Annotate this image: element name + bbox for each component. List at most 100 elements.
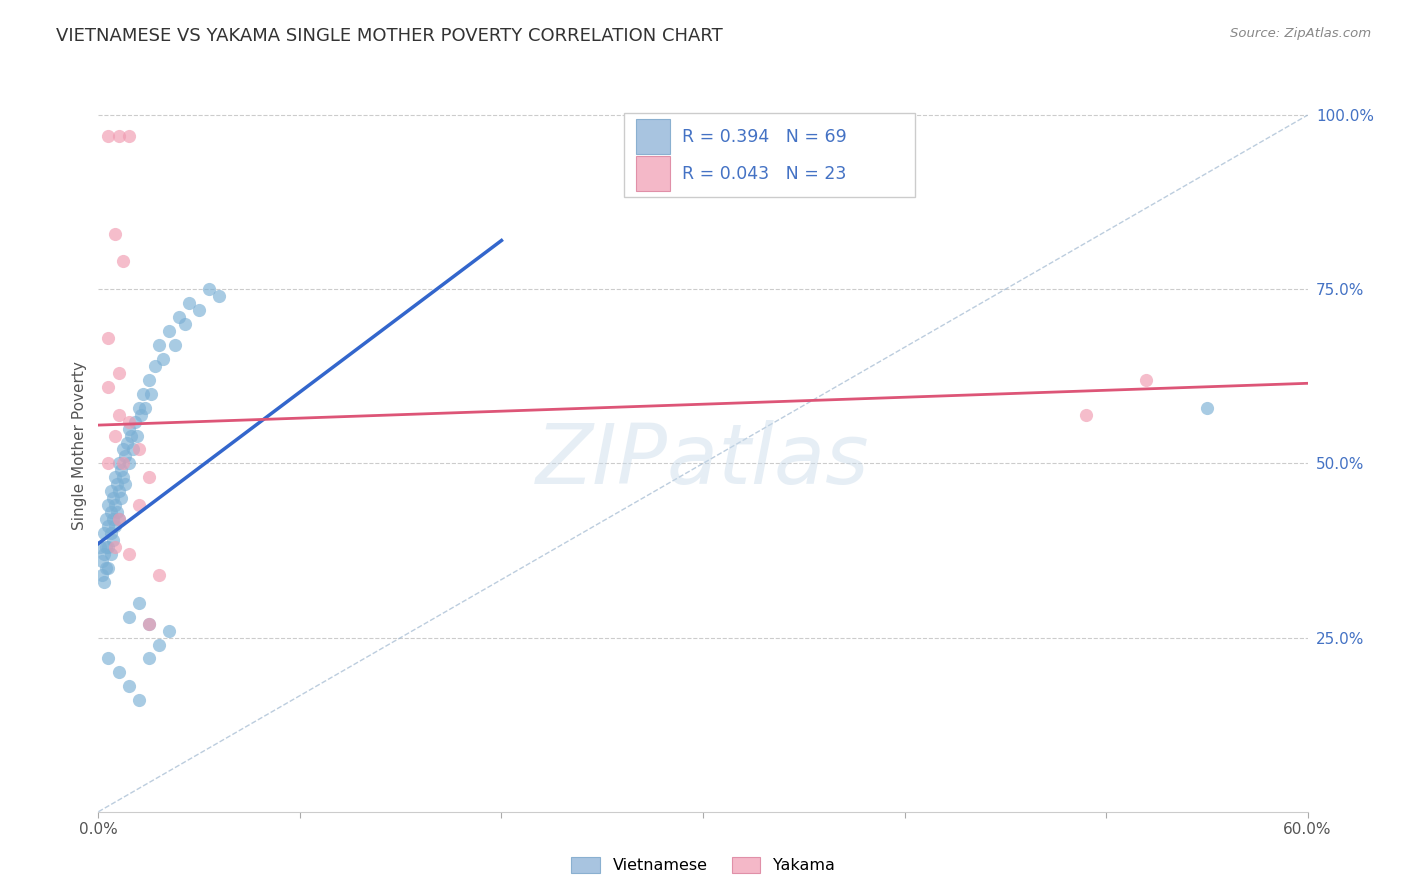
- Point: [97, 457, 120, 471]
- Point: [107, 366, 129, 380]
- Point: [111, 442, 134, 457]
- Point: [129, 408, 152, 422]
- Point: [103, 540, 125, 554]
- Point: [110, 491, 132, 506]
- Point: [96, 512, 118, 526]
- Point: [138, 651, 160, 665]
- Point: [101, 533, 124, 547]
- Point: [97, 651, 120, 665]
- Point: [188, 303, 211, 318]
- Point: [120, 428, 142, 442]
- Point: [157, 624, 180, 638]
- Point: [114, 450, 136, 464]
- Point: [100, 547, 122, 561]
- Point: [107, 512, 129, 526]
- Point: [89, 540, 111, 554]
- Point: [148, 567, 170, 582]
- Point: [93, 574, 115, 589]
- Text: R = 0.043   N = 23: R = 0.043 N = 23: [682, 165, 846, 183]
- Point: [107, 457, 129, 471]
- Bar: [637, 156, 671, 191]
- Point: [103, 227, 125, 241]
- Point: [157, 324, 180, 338]
- Point: [107, 128, 129, 143]
- Point: [107, 665, 129, 680]
- Point: [101, 491, 124, 506]
- Bar: [637, 120, 671, 154]
- Point: [118, 128, 141, 143]
- Point: [118, 421, 141, 435]
- Point: [167, 310, 190, 325]
- Text: R = 0.394   N = 69: R = 0.394 N = 69: [682, 128, 848, 145]
- Point: [103, 519, 125, 533]
- Point: [100, 505, 122, 519]
- Point: [1195, 401, 1218, 415]
- Point: [97, 128, 120, 143]
- Point: [152, 351, 174, 366]
- Point: [125, 428, 148, 442]
- Point: [174, 317, 197, 331]
- Y-axis label: Single Mother Poverty: Single Mother Poverty: [72, 361, 87, 531]
- Point: [97, 331, 120, 345]
- Point: [138, 373, 160, 387]
- Point: [128, 442, 150, 457]
- Point: [138, 616, 160, 631]
- Point: [97, 540, 120, 554]
- Point: [97, 519, 120, 533]
- Point: [91, 567, 114, 582]
- Point: [148, 338, 170, 352]
- Point: [97, 498, 120, 512]
- Text: VIETNAMESE VS YAKAMA SINGLE MOTHER POVERTY CORRELATION CHART: VIETNAMESE VS YAKAMA SINGLE MOTHER POVER…: [56, 27, 723, 45]
- Point: [100, 526, 122, 541]
- Point: [111, 457, 134, 471]
- Point: [93, 547, 115, 561]
- Point: [179, 296, 201, 310]
- Point: [143, 359, 166, 373]
- Point: [1074, 408, 1097, 422]
- Point: [1135, 373, 1157, 387]
- Point: [118, 547, 141, 561]
- Point: [138, 616, 160, 631]
- Point: [103, 428, 125, 442]
- Point: [105, 505, 128, 519]
- Point: [148, 638, 170, 652]
- Point: [101, 512, 124, 526]
- Point: [96, 540, 118, 554]
- Text: ZIPatlas: ZIPatlas: [536, 420, 870, 501]
- Point: [93, 526, 115, 541]
- Point: [107, 408, 129, 422]
- Text: Source: ZipAtlas.com: Source: ZipAtlas.com: [1230, 27, 1371, 40]
- Point: [103, 470, 125, 484]
- Point: [128, 498, 150, 512]
- Point: [97, 380, 120, 394]
- Point: [105, 477, 128, 491]
- Point: [132, 386, 155, 401]
- Point: [107, 512, 129, 526]
- Point: [115, 435, 138, 450]
- Point: [118, 457, 141, 471]
- Point: [124, 415, 146, 429]
- Point: [121, 442, 143, 457]
- Point: [128, 596, 150, 610]
- Point: [118, 679, 141, 693]
- Point: [91, 554, 114, 568]
- Point: [118, 415, 141, 429]
- Point: [118, 609, 141, 624]
- FancyBboxPatch shape: [624, 113, 915, 197]
- Point: [111, 470, 134, 484]
- Point: [100, 484, 122, 499]
- Point: [110, 463, 132, 477]
- Point: [139, 386, 162, 401]
- Point: [128, 401, 150, 415]
- Point: [103, 498, 125, 512]
- Point: [96, 561, 118, 575]
- Point: [138, 470, 160, 484]
- Point: [114, 477, 136, 491]
- Point: [208, 289, 231, 303]
- Point: [128, 693, 150, 707]
- Point: [97, 561, 120, 575]
- Point: [134, 401, 156, 415]
- Point: [107, 484, 129, 499]
- Point: [163, 338, 186, 352]
- Legend: Vietnamese, Yakama: Vietnamese, Yakama: [565, 850, 841, 880]
